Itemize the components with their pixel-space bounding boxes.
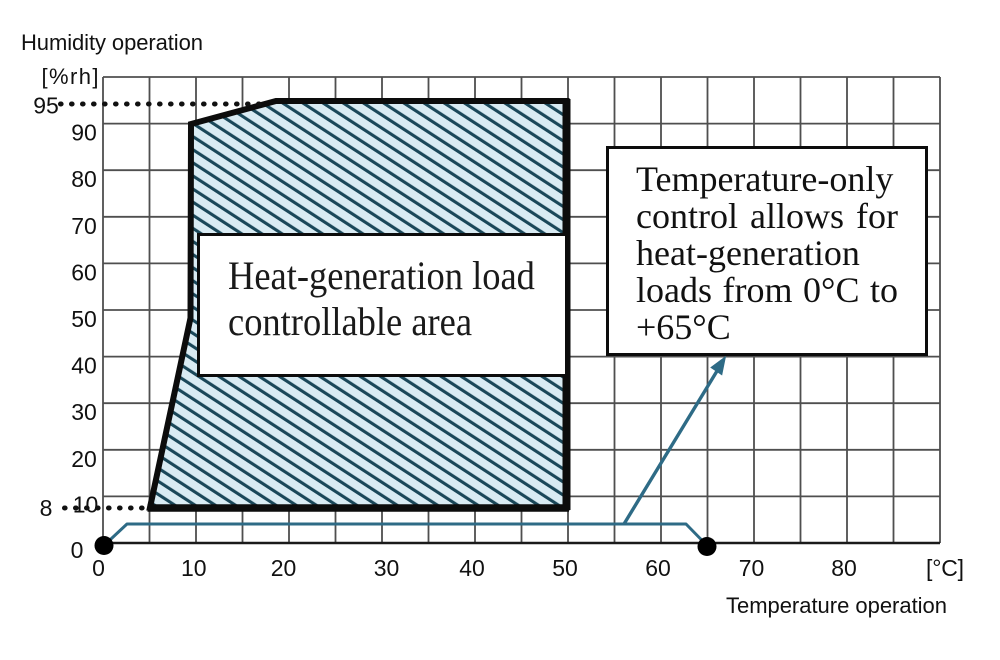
svg-text:60: 60	[645, 555, 671, 581]
svg-text:80: 80	[71, 166, 97, 192]
svg-text:[°C]: [°C]	[926, 555, 964, 581]
svg-text:8: 8	[40, 495, 53, 521]
svg-text:90: 90	[71, 120, 97, 146]
svg-text:[%rh]: [%rh]	[42, 64, 99, 89]
svg-text:0: 0	[71, 537, 84, 563]
svg-text:30: 30	[374, 555, 400, 581]
svg-text:10: 10	[73, 492, 99, 518]
svg-text:95: 95	[33, 93, 59, 119]
svg-text:Humidity operation: Humidity operation	[21, 30, 203, 55]
svg-text:50: 50	[71, 306, 97, 332]
svg-text:40: 40	[459, 555, 485, 581]
svg-text:10: 10	[181, 555, 207, 581]
svg-text:70: 70	[71, 213, 97, 239]
svg-text:Temperature operation: Temperature operation	[726, 593, 947, 618]
svg-text:60: 60	[71, 260, 97, 286]
svg-text:70: 70	[739, 555, 765, 581]
svg-text:40: 40	[71, 353, 97, 379]
svg-text:20: 20	[271, 555, 297, 581]
svg-text:30: 30	[71, 399, 97, 425]
svg-text:80: 80	[831, 555, 857, 581]
svg-text:0: 0	[92, 555, 105, 581]
svg-text:50: 50	[552, 555, 578, 581]
svg-text:20: 20	[71, 446, 97, 472]
